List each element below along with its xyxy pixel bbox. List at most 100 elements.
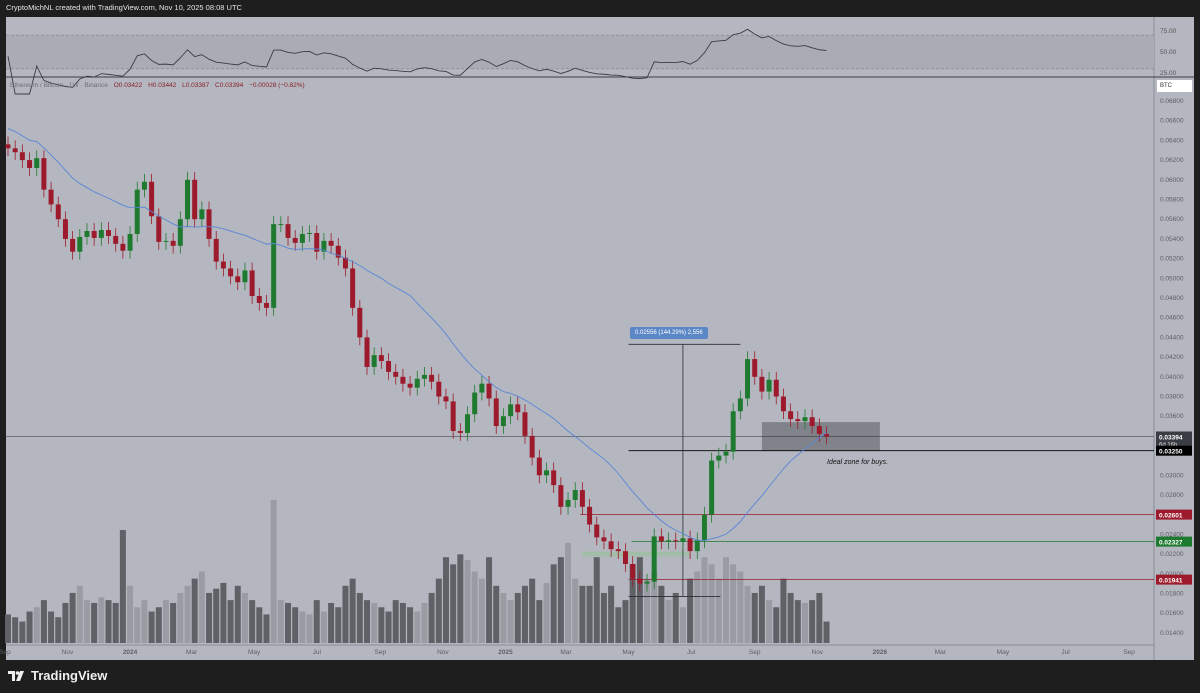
volume-bar — [335, 607, 342, 643]
volume-bar — [507, 600, 514, 643]
price-tick-label: 0.04200 — [1160, 354, 1184, 361]
time-tick-label: Jul — [687, 649, 696, 656]
volume-bar — [679, 607, 686, 643]
candle-body — [41, 158, 47, 190]
candle-body — [795, 419, 801, 422]
price-level-tag — [1156, 431, 1192, 448]
candle-body — [515, 404, 521, 413]
volume-bar — [672, 592, 679, 643]
candle-body — [177, 219, 183, 246]
candle-body — [98, 230, 104, 238]
candle-body — [19, 152, 25, 161]
volume-bar — [737, 571, 744, 643]
candle-body — [622, 551, 628, 564]
volume-bar — [263, 614, 270, 643]
volume-bar — [127, 585, 134, 643]
high-value: H0.03442 — [148, 82, 177, 89]
candle-body — [62, 219, 68, 239]
candle-body — [414, 378, 420, 388]
candle-body — [479, 383, 485, 393]
time-tick-label: Sep — [375, 649, 387, 656]
candle-body — [759, 376, 765, 392]
candle-body — [127, 233, 133, 251]
candle-body — [436, 381, 442, 397]
price-level-tag — [1156, 574, 1192, 585]
candle-body — [780, 396, 786, 412]
candle-body — [321, 240, 327, 252]
support-zone — [582, 551, 691, 557]
rsi-tick-label: 50.00 — [1160, 49, 1177, 56]
volume-bar — [593, 557, 600, 643]
volume-bar — [629, 564, 636, 643]
chart-title: CryptoMichNL created with TradingView.co… — [6, 3, 242, 12]
candle-body — [307, 232, 313, 234]
candle-body — [687, 538, 693, 552]
volume-bar — [399, 602, 406, 643]
candle-body — [680, 538, 686, 542]
volume-bar — [299, 611, 306, 643]
symbol-name[interactable]: Ethereum / Bitcoin · 1W · Binance — [10, 82, 108, 89]
volume-bar — [500, 592, 507, 643]
candle-body — [587, 506, 593, 525]
candle-body — [709, 460, 715, 515]
candle-body — [716, 455, 722, 461]
volume-bar — [442, 557, 449, 643]
candle-body — [486, 383, 492, 399]
candle-body — [55, 204, 61, 220]
volume-bar — [378, 607, 385, 643]
price-tick-label: 0.04400 — [1160, 334, 1184, 341]
volume-bar — [148, 611, 155, 643]
candle-body — [752, 359, 758, 377]
volume-bar — [600, 592, 607, 643]
candle-body — [500, 416, 506, 427]
candle-body — [220, 261, 226, 269]
volume-bar — [33, 607, 40, 643]
price-tick-label: 0.06400 — [1160, 137, 1184, 144]
volume-bar — [270, 500, 277, 643]
currency-button[interactable]: BTC — [1157, 80, 1192, 92]
candle-body — [27, 160, 33, 168]
volume-bar — [622, 600, 629, 643]
time-tick-label: Nov — [62, 649, 74, 656]
candle-body — [615, 549, 621, 552]
time-tick-label: Jul — [1061, 649, 1070, 656]
volume-bar — [206, 592, 213, 643]
volume-bar — [407, 607, 414, 643]
volume-bar — [744, 585, 751, 643]
volume-bar — [715, 578, 722, 643]
volume-bar — [780, 578, 787, 643]
candle-body — [529, 435, 535, 458]
zone-annotation: Ideal zone for buys. — [827, 459, 889, 466]
candle-body — [429, 374, 435, 382]
time-tick-label: Mar — [186, 649, 198, 656]
rsi-band — [6, 35, 1154, 69]
time-tick-label: Sep — [749, 649, 761, 656]
price-level-label: 0.03250 — [1159, 449, 1183, 456]
brand-name: TradingView — [31, 668, 108, 683]
candle-body — [551, 470, 557, 486]
volume-bar — [758, 585, 765, 643]
candle-body — [141, 181, 147, 190]
volume-bar — [184, 585, 191, 643]
volume-bar — [371, 602, 378, 643]
volume-bar — [665, 600, 672, 643]
volume-bar — [119, 530, 126, 643]
moving-average-line — [7, 128, 827, 542]
price-tick-label: 0.06800 — [1160, 98, 1184, 105]
volume-bar — [98, 597, 105, 643]
volume-bar — [730, 564, 737, 643]
candle-body — [120, 243, 126, 251]
candle-body — [450, 401, 456, 431]
candle-body — [644, 581, 650, 584]
tradingview-logo-icon — [8, 670, 24, 681]
volume-bar — [385, 611, 392, 643]
time-tick-label: Jul — [313, 649, 322, 656]
volume-bar — [543, 582, 550, 643]
price-tick-label: 0.02400 — [1160, 531, 1184, 538]
volume-bar — [579, 585, 586, 643]
volume-bar — [191, 578, 198, 643]
candle-body — [694, 540, 700, 552]
volume-bar — [816, 592, 823, 643]
volume-bar — [141, 600, 148, 643]
